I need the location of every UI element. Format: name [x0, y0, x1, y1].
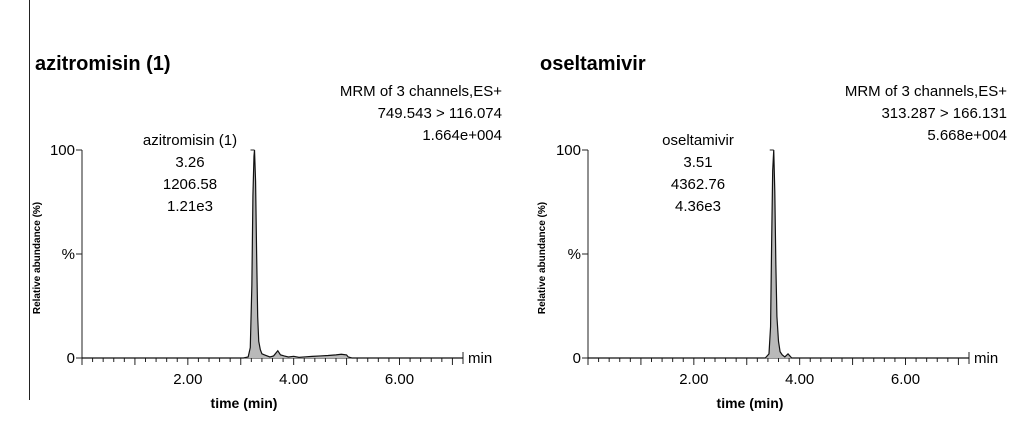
channel-info-line: MRM of 3 channels,ES+: [340, 83, 502, 100]
x-axis-label: time (min): [211, 395, 278, 411]
x-unit-label: min: [974, 350, 998, 367]
peak-annotation-line: oseltamivir: [662, 132, 734, 149]
channel-info-line: 1.664e+004: [422, 127, 502, 144]
chart-title: azitromisin (1): [35, 53, 171, 75]
y-tick-label: 100: [50, 142, 75, 159]
peak-annotation-line: 1.21e3: [167, 198, 213, 215]
y-tick-label: 0: [67, 350, 75, 367]
y-tick-label: 0: [573, 350, 581, 367]
trace-fill: [82, 150, 463, 358]
channel-info-line: MRM of 3 channels,ES+: [845, 83, 1007, 100]
peak-annotation-line: 3.51: [683, 154, 712, 171]
x-axis-label: time (min): [717, 395, 784, 411]
peak-annotation-line: 1206.58: [163, 176, 217, 193]
channel-info-line: 749.543 > 116.074: [378, 105, 502, 122]
x-tick-label: 4.00: [279, 371, 308, 388]
chart-title: oseltamivir: [540, 53, 646, 75]
y-axis-label: Relative abundance (%): [537, 202, 548, 314]
x-tick-label: 6.00: [891, 371, 920, 388]
x-tick-label: 2.00: [173, 371, 202, 388]
trace-fill: [588, 150, 969, 358]
peak-annotation-line: 4.36e3: [675, 198, 721, 215]
chart-panel-azitromisin: azitromisin (1) MRM of 3 channels,ES+ 749.…: [32, 53, 502, 411]
channel-info-line: 5.668e+004: [927, 127, 1007, 144]
chart-panel-oseltamivir: oseltamivir MRM of 3 channels,ES+ 313.287 …: [537, 53, 1007, 411]
y-mid-label: %: [62, 246, 75, 263]
y-axis-label: Relative abundance (%): [32, 202, 43, 314]
y-mid-label: %: [568, 246, 581, 263]
x-tick-label: 4.00: [785, 371, 814, 388]
x-unit-label: min: [468, 350, 492, 367]
trace-line: [588, 149, 969, 359]
trace-line: [82, 149, 463, 359]
y-tick-label: 100: [556, 142, 581, 159]
x-tick-label: 6.00: [385, 371, 414, 388]
channel-info-line: 313.287 > 166.131: [881, 105, 1007, 122]
x-tick-label: 2.00: [679, 371, 708, 388]
peak-annotation-line: 3.26: [175, 154, 204, 171]
peak-annotation-line: azitromisin (1): [143, 132, 237, 149]
peak-annotation-line: 4362.76: [671, 176, 725, 193]
